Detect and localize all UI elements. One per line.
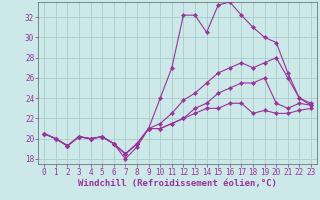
- X-axis label: Windchill (Refroidissement éolien,°C): Windchill (Refroidissement éolien,°C): [78, 179, 277, 188]
